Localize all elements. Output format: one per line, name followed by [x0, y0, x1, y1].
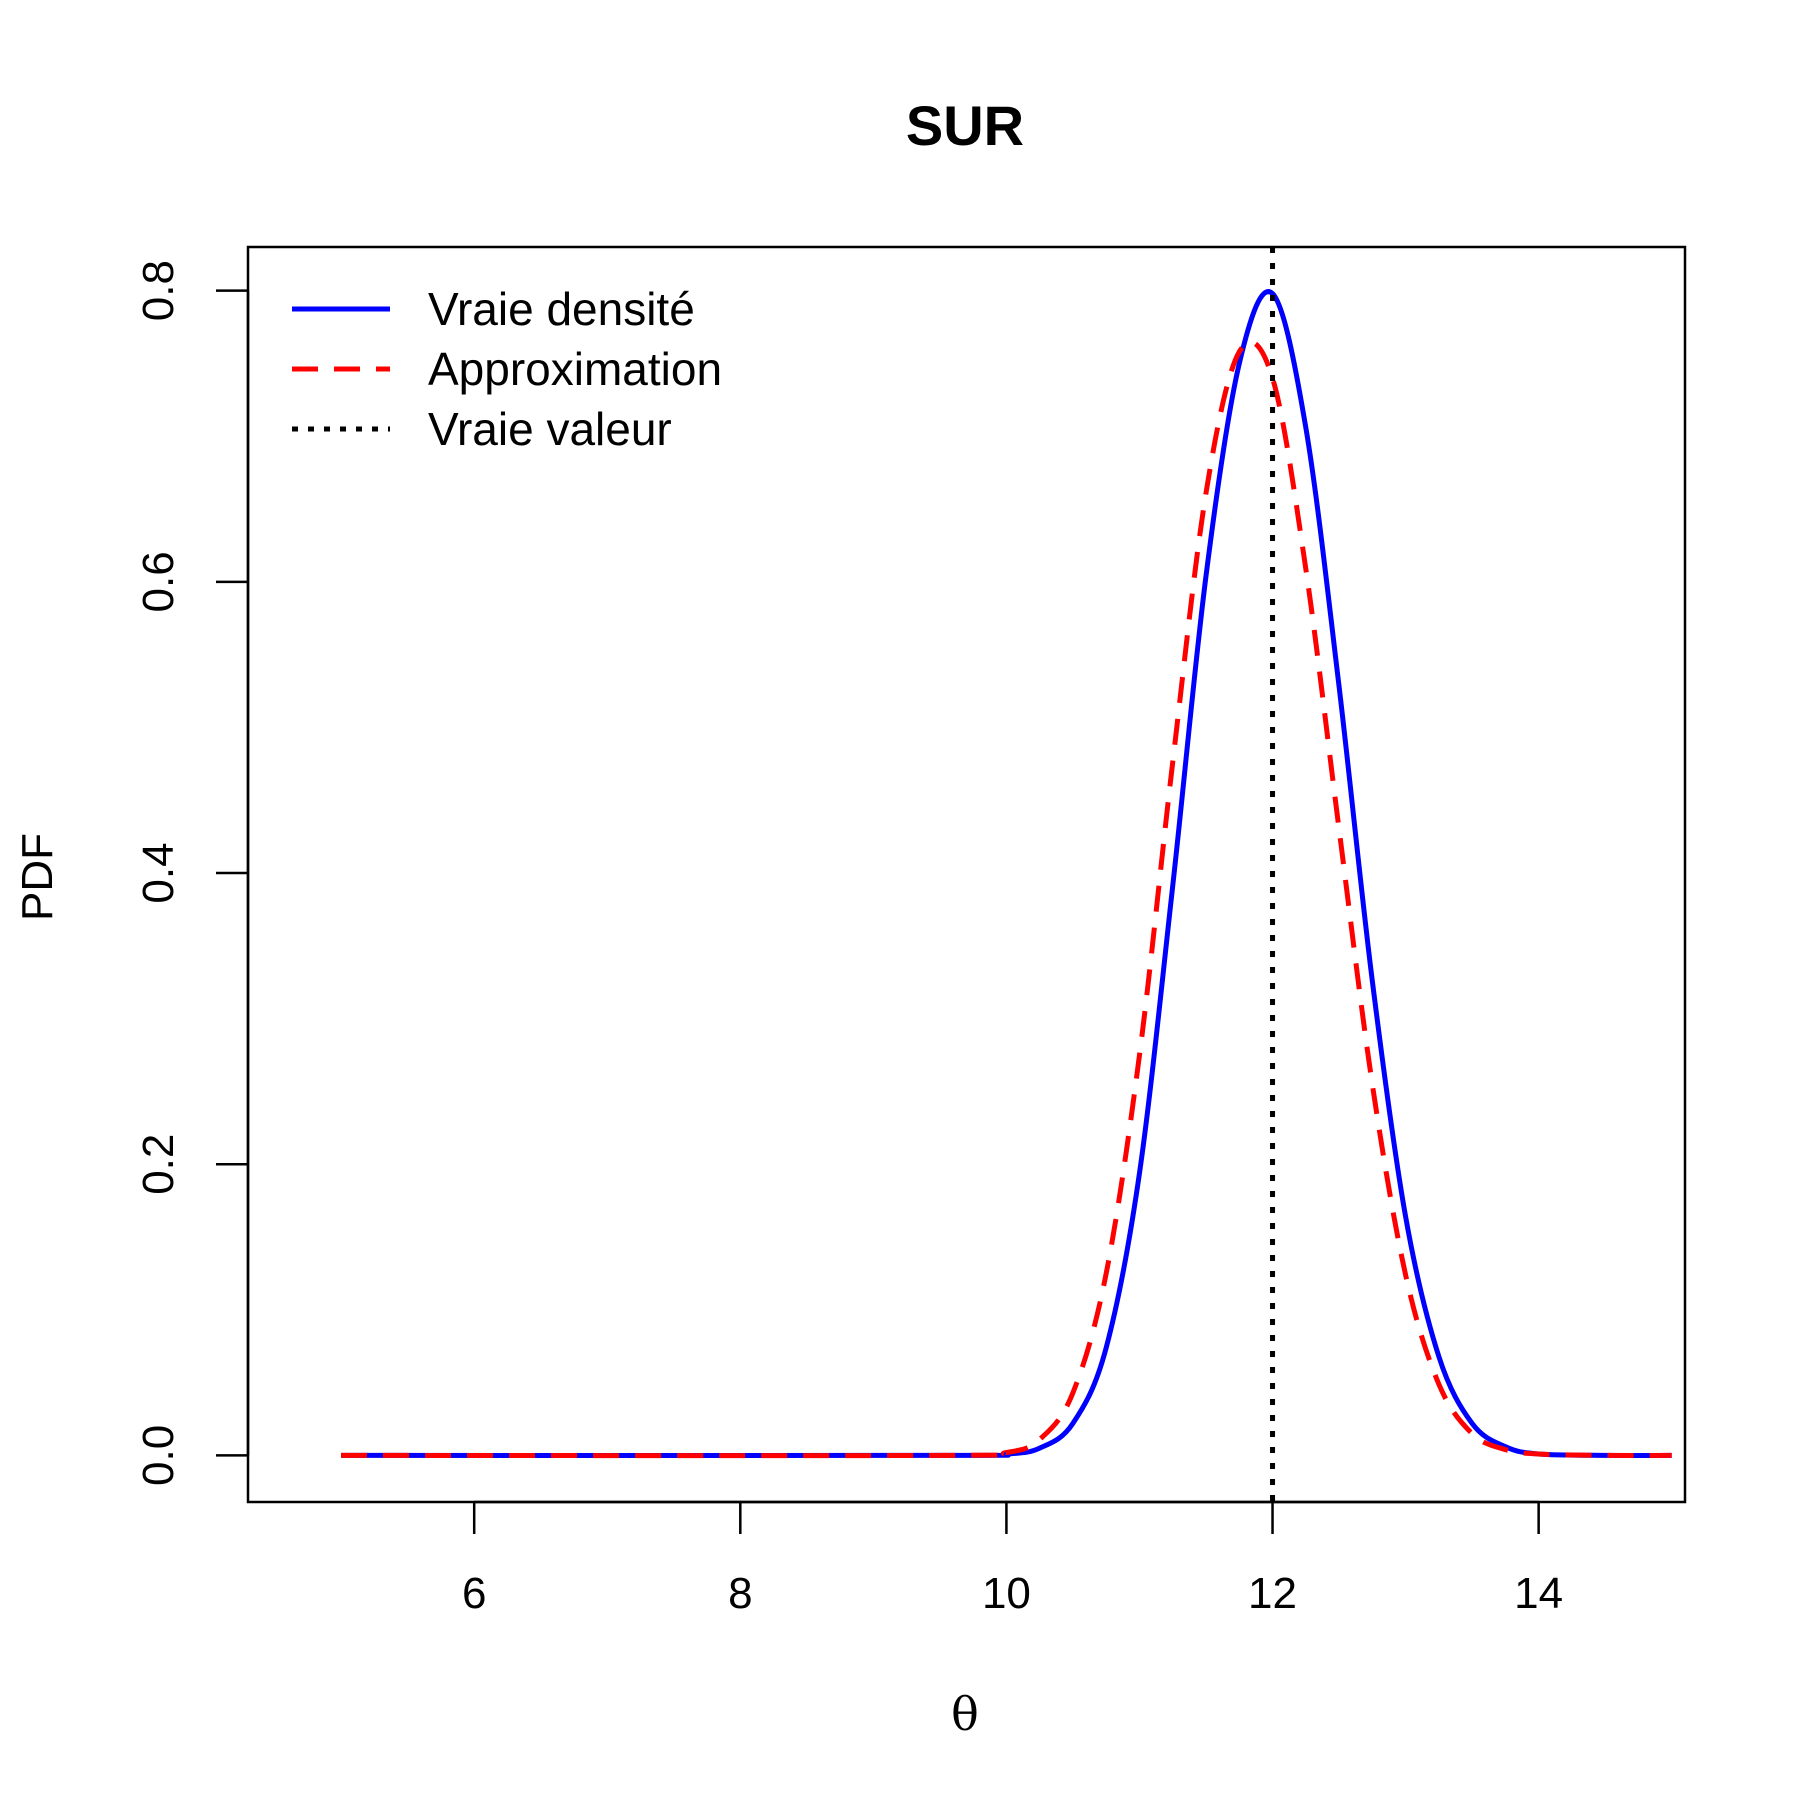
y-tick-label: 0.4 — [134, 842, 183, 903]
chart-title: SUR — [906, 94, 1024, 157]
y-tick-label: 0.2 — [134, 1134, 183, 1195]
legend-label: Approximation — [428, 343, 722, 395]
x-tick-label: 8 — [728, 1569, 752, 1618]
legend-label: Vraie valeur — [428, 403, 672, 455]
legend: Vraie densité Approximation Vraie valeur — [292, 283, 722, 455]
x-axis: 6 8 10 12 14 — [462, 1500, 1563, 1618]
x-tick-label: 10 — [982, 1569, 1031, 1618]
y-axis: 0.0 0.2 0.4 0.6 0.8 — [134, 260, 250, 1486]
y-tick-label: 0.6 — [134, 551, 183, 612]
y-tick-label: 0.0 — [134, 1425, 183, 1486]
series-line-approximation — [341, 339, 1672, 1459]
x-axis-label: θ — [951, 1687, 979, 1741]
series-line-vraie-densit- — [341, 289, 1672, 1459]
x-tick-label: 14 — [1514, 1569, 1563, 1618]
plot-area — [341, 247, 1672, 1502]
plot-frame — [246, 245, 1687, 1504]
x-tick-label: 12 — [1248, 1569, 1297, 1618]
y-tick-label: 0.8 — [134, 260, 183, 321]
legend-label: Vraie densité — [428, 283, 695, 335]
x-tick-label: 6 — [462, 1569, 486, 1618]
y-axis-label: PDF — [13, 833, 62, 921]
